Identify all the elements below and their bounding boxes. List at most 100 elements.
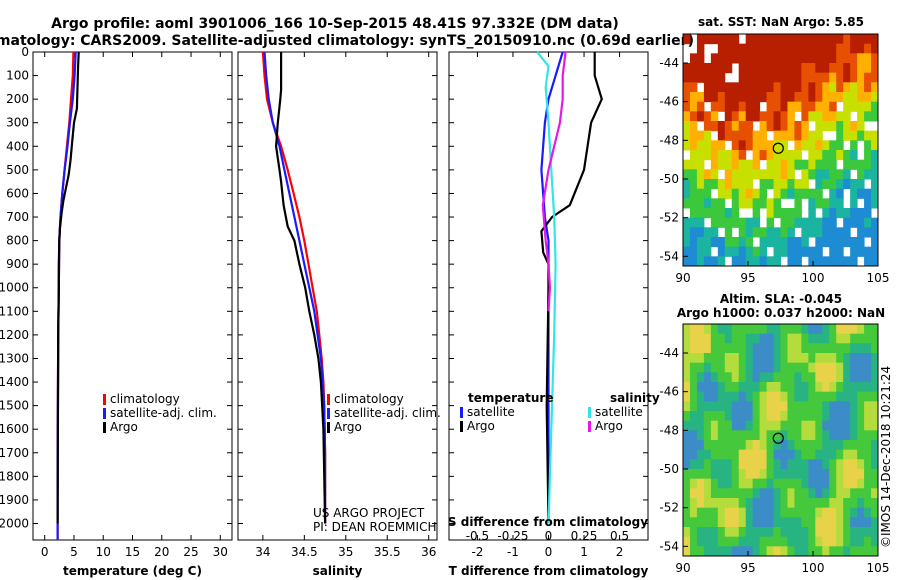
map-cell [808, 159, 816, 170]
map-cell [731, 449, 740, 460]
map-cell [773, 401, 781, 412]
map-cell [689, 256, 698, 267]
map-cell [871, 159, 879, 170]
map-cell [710, 82, 719, 93]
map-cell [731, 246, 740, 257]
depth-tick-label: 1900 [0, 493, 29, 507]
map-cell [836, 391, 844, 402]
map-cell [766, 208, 775, 219]
map-cell [787, 111, 795, 122]
map-cell [801, 34, 809, 45]
map-cell [724, 536, 733, 547]
map-cell [794, 430, 802, 441]
map-cell [871, 198, 879, 209]
sst-map-title: sat. SST: NaN Argo: 5.85 [698, 15, 864, 29]
map-cell [780, 420, 788, 431]
map-cell [766, 34, 775, 45]
x-tick-label: 20 [154, 545, 169, 559]
map-cell [801, 372, 809, 383]
series-line [540, 51, 564, 524]
map-cell [836, 353, 844, 364]
map-cell [871, 430, 879, 441]
map-cell [780, 498, 788, 509]
series-line [536, 51, 557, 524]
depth-tick-label: 600 [6, 186, 29, 200]
map-cell [794, 411, 802, 422]
map-cell [724, 420, 733, 431]
map-cell [724, 188, 733, 199]
map-cell [738, 449, 747, 460]
map-cell [689, 469, 698, 480]
map-cell [752, 188, 761, 199]
map-cell [864, 140, 872, 151]
map-cell [808, 101, 816, 112]
map-cell [857, 401, 865, 412]
sst-map-panel: 90 95 100 105 -44 -46 -48 -50 -52 -54 sat. SST: Na… [659, 15, 889, 285]
map-cell [773, 430, 781, 441]
map-cell [766, 333, 775, 344]
map-cell [759, 53, 768, 64]
map-cell [724, 246, 733, 257]
map-cell [787, 208, 795, 219]
map-cell [815, 217, 823, 228]
map-cell [752, 169, 761, 180]
map-cell [773, 498, 781, 509]
map-cell [815, 507, 823, 518]
map-cell [745, 440, 754, 451]
map-cell [703, 536, 712, 547]
map-cell [871, 507, 879, 518]
map-cell [738, 498, 747, 509]
map-cell [780, 179, 788, 190]
map-cell [759, 256, 768, 267]
map-cell [773, 63, 781, 74]
map-cell [829, 217, 837, 228]
map-cell [696, 459, 705, 470]
map-cell [731, 324, 740, 335]
map-cell [871, 382, 879, 393]
map-cell [857, 488, 865, 499]
map-cell [689, 420, 698, 431]
map-cell [850, 53, 858, 64]
map-cell [703, 411, 712, 422]
map-cell [731, 546, 740, 557]
map-cell [794, 34, 802, 45]
map-y-tick-label: -44 [659, 56, 679, 70]
map-cell [850, 208, 858, 219]
map-cell [717, 208, 726, 219]
map-cell [752, 63, 761, 74]
map-cell [815, 246, 823, 257]
map-cell [836, 411, 844, 422]
map-cell [787, 507, 795, 518]
map-cell [766, 343, 775, 354]
map-cell [857, 430, 865, 441]
map-cell [794, 92, 802, 103]
map-cell [759, 372, 768, 383]
map-cell [773, 101, 781, 112]
map-frame [682, 33, 879, 267]
map-cell [696, 536, 705, 547]
map-cell [780, 372, 788, 383]
map-cell [766, 488, 775, 499]
x-tick-label: 34.5 [291, 545, 318, 559]
map-cell [710, 169, 719, 180]
map-cell [689, 440, 698, 451]
map-cell [864, 498, 872, 509]
map-cell [752, 324, 761, 335]
s-tick-label: 0.25 [571, 529, 598, 543]
map-cell [710, 372, 719, 383]
map-cell [815, 34, 823, 45]
map-cell [752, 130, 761, 141]
map-cell [724, 343, 733, 354]
map-cell [780, 111, 788, 122]
map-cell [787, 469, 795, 480]
map-cell [864, 188, 872, 199]
map-cell [871, 72, 879, 83]
map-cell [815, 333, 823, 344]
map-cell [745, 237, 754, 248]
map-cell [815, 469, 823, 480]
map-cell [703, 507, 712, 518]
map-cell [745, 449, 754, 460]
map-cell [843, 34, 851, 45]
map-cell [738, 382, 747, 393]
